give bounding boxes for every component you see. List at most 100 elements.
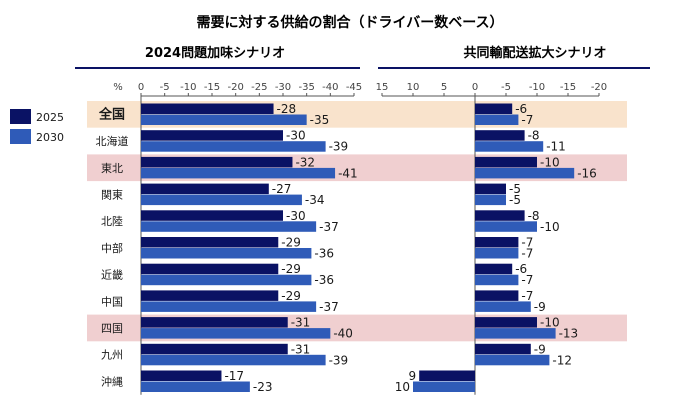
- right-panel-title: 共同輸配送拡大シナリオ: [463, 45, 606, 61]
- left-tick-label: -35: [298, 82, 314, 93]
- left-bar-2030: [141, 194, 302, 206]
- right-bar-2025: [475, 317, 537, 328]
- left-value-label-2030: -37: [319, 220, 339, 234]
- right-value-label-2025: -7: [521, 236, 533, 250]
- left-tick-label: -20: [227, 82, 243, 93]
- left-value-label-2025: -29: [281, 236, 301, 250]
- left-value-label-2030: -36: [314, 247, 334, 261]
- left-bar-2030: [141, 354, 326, 366]
- left-tick-label: -5: [160, 82, 170, 93]
- right-tick-label: -20: [591, 82, 607, 93]
- right-bar-2030: [475, 141, 544, 152]
- right-bar-2030: [475, 328, 556, 339]
- right-value-label-2030: -16: [577, 166, 597, 180]
- left-value-label-2025: -32: [295, 155, 315, 169]
- right-bar-2030: [475, 301, 531, 312]
- left-bar-2025: [141, 130, 283, 141]
- right-value-label-2030: -7: [521, 113, 533, 127]
- left-value-label-2030: -36: [314, 273, 334, 287]
- category-label: 関東: [101, 188, 123, 201]
- left-bar-2025: [141, 183, 269, 195]
- left-bar-2025: [141, 290, 279, 301]
- right-bar-2030: [475, 114, 519, 125]
- right-bar-2030: [475, 221, 537, 232]
- right-tick-label: 15: [376, 82, 389, 93]
- category-label: 中国: [101, 295, 123, 308]
- left-tick-label: -10: [180, 82, 196, 93]
- right-tick-label: -10: [529, 82, 545, 93]
- left-value-label-2030: -40: [333, 327, 353, 341]
- left-value-label-2030: -39: [329, 140, 349, 154]
- right-bar-2030: [475, 194, 506, 206]
- right-bar-2030: [475, 167, 575, 179]
- right-tick-label: -5: [501, 82, 511, 93]
- category-label: 全国: [98, 106, 125, 122]
- right-bar-2030: [475, 354, 550, 366]
- category-label: 東北: [101, 162, 123, 175]
- right-value-label-2030: -12: [552, 353, 572, 367]
- left-bar-2030: [141, 114, 307, 125]
- right-value-label-2030: 10: [395, 380, 410, 394]
- left-value-label-2025: -29: [281, 289, 301, 303]
- category-label: 九州: [101, 349, 123, 362]
- right-bar-2025: [475, 183, 506, 195]
- right-value-label-2025: -5: [509, 182, 521, 196]
- left-bar-2025: [141, 317, 288, 328]
- left-bar-2025: [141, 103, 274, 114]
- right-value-label-2025: -8: [528, 209, 540, 223]
- right-value-label-2025: -7: [521, 289, 533, 303]
- right-value-label-2025: 9: [409, 369, 417, 383]
- left-tick-label: -25: [251, 82, 267, 93]
- left-bar-2030: [141, 248, 312, 259]
- left-value-label-2030: -23: [253, 380, 273, 394]
- left-bar-2025: [141, 210, 283, 221]
- right-bar-2025: [475, 130, 525, 141]
- left-bar-2025: [141, 156, 293, 168]
- left-bar-2030: [141, 221, 317, 232]
- left-bar-2030: [141, 301, 317, 312]
- right-bar-2025: [475, 156, 537, 168]
- legend-swatch-2030: [10, 129, 31, 144]
- category-label: 近畿: [101, 268, 123, 282]
- right-value-label-2025: -10: [540, 316, 560, 330]
- right-value-label-2030: -5: [509, 193, 521, 207]
- right-value-label-2025: -8: [528, 129, 540, 143]
- left-value-label-2025: -31: [291, 316, 311, 330]
- left-value-label-2030: -41: [338, 166, 358, 180]
- chart-title: 需要に対する供給の割合（ドライバー数ベース）: [196, 14, 503, 31]
- left-tick-label: -15: [204, 82, 220, 93]
- right-bar-2030: [475, 248, 519, 259]
- right-bar-2025: [475, 343, 531, 355]
- left-bar-2025: [141, 237, 279, 248]
- category-label: 北海道: [96, 134, 129, 148]
- category-label: 四国: [101, 322, 123, 335]
- right-bar-2025: [475, 290, 519, 301]
- right-bar-2025: [419, 370, 475, 381]
- right-tick-label: -15: [560, 82, 576, 93]
- left-value-label-2030: -39: [329, 353, 349, 367]
- left-bar-2030: [141, 141, 326, 152]
- right-bar-2030: [475, 274, 519, 286]
- left-value-label-2030: -34: [305, 193, 325, 207]
- right-bar-2030: [413, 381, 475, 392]
- right-bar-2025: [475, 103, 513, 114]
- left-value-label-2025: -30: [286, 129, 306, 143]
- right-bar-2025: [475, 263, 513, 275]
- right-value-label-2025: -10: [540, 155, 560, 169]
- legend-label-2030: 2030: [36, 131, 64, 144]
- right-tick-label: 0: [472, 82, 478, 93]
- left-value-label-2030: -37: [319, 300, 339, 314]
- legend: 2025 2030: [10, 109, 64, 144]
- left-value-label-2030: -35: [310, 113, 330, 127]
- right-tick-label: 5: [441, 82, 447, 93]
- legend-label-2025: 2025: [36, 111, 64, 124]
- left-value-label-2025: -28: [277, 102, 297, 116]
- left-bar-2025: [141, 370, 222, 381]
- left-value-label-2025: -30: [286, 209, 306, 223]
- right-value-label-2030: -13: [559, 327, 579, 341]
- left-bar-2030: [141, 328, 331, 339]
- bars-layer: [141, 103, 575, 392]
- right-value-label-2025: -6: [515, 262, 527, 276]
- left-bar-2025: [141, 263, 279, 275]
